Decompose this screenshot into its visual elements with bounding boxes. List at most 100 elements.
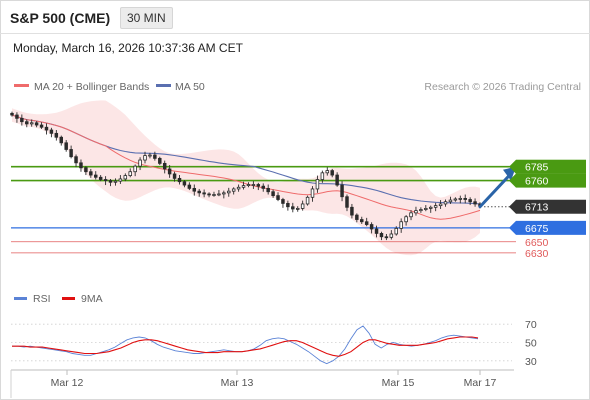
candle bbox=[34, 121, 39, 128]
ma9-legend-swatch bbox=[62, 297, 75, 300]
rsi-tick-label: 30 bbox=[525, 356, 537, 368]
candle bbox=[419, 207, 423, 213]
candle-body bbox=[138, 159, 142, 167]
projection-arrow bbox=[478, 173, 512, 209]
candle bbox=[399, 218, 403, 233]
timeframe-badge[interactable]: 30 MIN bbox=[120, 7, 173, 29]
candle-body bbox=[162, 162, 167, 170]
candle bbox=[345, 194, 349, 212]
candle bbox=[281, 197, 285, 208]
candle-body bbox=[172, 173, 177, 179]
candle bbox=[271, 189, 275, 198]
bollinger-band bbox=[12, 100, 480, 256]
candle bbox=[236, 184, 241, 192]
candle bbox=[25, 119, 29, 128]
candle bbox=[453, 197, 458, 202]
candle bbox=[49, 127, 54, 138]
candle bbox=[443, 199, 448, 207]
candle-body bbox=[231, 188, 236, 192]
timestamp: Monday, March 16, 2026 10:37:36 AM CET bbox=[13, 41, 243, 55]
candle-body bbox=[227, 190, 231, 194]
resistance-label-value: 6760 bbox=[525, 176, 549, 188]
candle bbox=[222, 190, 226, 199]
candle-body bbox=[143, 155, 147, 161]
candle bbox=[133, 164, 137, 177]
candle-body bbox=[15, 114, 19, 119]
resistance-label-pointer bbox=[509, 173, 516, 188]
candle bbox=[202, 189, 206, 198]
candle-body bbox=[369, 224, 374, 230]
candle-body bbox=[320, 172, 325, 180]
candle-body bbox=[148, 154, 152, 157]
candle-body bbox=[453, 198, 458, 201]
candle-body bbox=[84, 167, 88, 173]
time-tick-label: Mar 15 bbox=[382, 377, 415, 389]
candle-body bbox=[167, 168, 172, 175]
candle bbox=[182, 180, 187, 188]
candle bbox=[369, 222, 374, 234]
candle bbox=[266, 184, 270, 195]
candle-body bbox=[448, 199, 453, 203]
candle-body bbox=[428, 206, 433, 209]
candle bbox=[325, 167, 330, 176]
support-label-pointer bbox=[509, 220, 516, 235]
resistance-label-pointer bbox=[509, 159, 516, 174]
candle-body bbox=[158, 157, 162, 164]
instrument-title: S&P 500 (CME) bbox=[10, 10, 111, 26]
candle bbox=[305, 195, 310, 206]
candle-body bbox=[256, 184, 261, 187]
candle-body bbox=[64, 142, 68, 150]
candle-body bbox=[364, 221, 369, 225]
candle bbox=[123, 173, 128, 182]
candle bbox=[167, 165, 172, 178]
candle bbox=[79, 159, 83, 172]
candle-body bbox=[54, 132, 59, 138]
rsi-tick-label: 50 bbox=[525, 338, 537, 350]
resistance-label: 6760 bbox=[509, 173, 586, 188]
candle bbox=[458, 195, 463, 204]
resistance-label-value: 6785 bbox=[525, 162, 549, 174]
current-price-label: 6713 bbox=[509, 199, 586, 214]
candle bbox=[54, 130, 59, 141]
candle bbox=[74, 154, 78, 168]
candle-body bbox=[20, 117, 24, 123]
candle bbox=[315, 175, 320, 193]
candle bbox=[69, 145, 73, 159]
candle bbox=[10, 111, 14, 117]
candle-body bbox=[236, 186, 241, 190]
candle bbox=[291, 202, 295, 213]
candle bbox=[162, 160, 167, 174]
candle-body bbox=[335, 174, 339, 186]
candle bbox=[64, 140, 68, 152]
candle bbox=[153, 151, 157, 161]
candle bbox=[256, 182, 261, 191]
candle bbox=[227, 187, 231, 197]
candle-body bbox=[197, 190, 201, 194]
ma9-legend-label: 9MA bbox=[81, 293, 103, 305]
candle-body bbox=[345, 196, 349, 208]
candle-body bbox=[118, 178, 123, 182]
resistance-label: 6785 bbox=[509, 159, 586, 174]
rsi-ma9-line bbox=[12, 336, 479, 357]
candle bbox=[108, 178, 113, 187]
candle-body bbox=[212, 194, 216, 196]
candle-body bbox=[291, 206, 295, 210]
candle bbox=[20, 114, 24, 126]
support-label: 6675 bbox=[509, 220, 586, 235]
candle-body bbox=[74, 156, 78, 164]
candle bbox=[330, 168, 334, 178]
candle bbox=[379, 231, 384, 241]
candle-body bbox=[419, 209, 423, 212]
candle bbox=[148, 152, 152, 159]
candle bbox=[448, 196, 453, 204]
candle bbox=[103, 176, 108, 186]
candle-body bbox=[246, 184, 251, 187]
candle bbox=[320, 170, 325, 183]
resistance-label-bg bbox=[516, 159, 586, 174]
candle bbox=[192, 184, 197, 196]
resistance-label-bg bbox=[516, 173, 586, 188]
candle-body bbox=[69, 149, 73, 158]
candle-body bbox=[340, 184, 344, 198]
